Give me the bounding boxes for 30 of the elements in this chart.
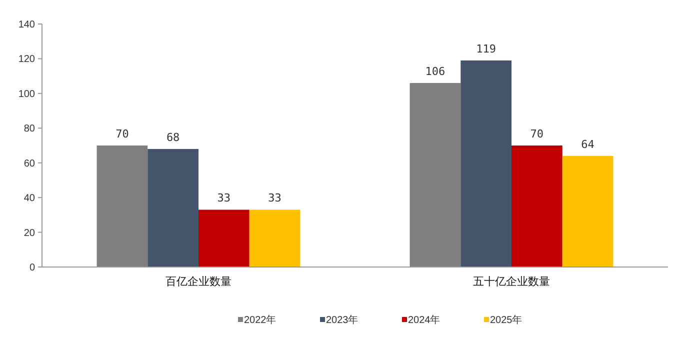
y-tick-label: 140 [18, 20, 36, 30]
bar [562, 156, 614, 267]
data-label: 68 [166, 130, 180, 144]
data-label: 70 [116, 128, 129, 140]
data-label: 70 [530, 128, 544, 140]
y-tick-label: 80 [24, 124, 36, 135]
x-tick-label: 百亿企业数量 [166, 275, 232, 288]
x-tick-label: 五十亿企业数量 [473, 275, 550, 288]
bar [198, 210, 250, 267]
data-label: 33 [268, 192, 282, 205]
legend-label: 2023年 [326, 314, 358, 326]
y-tick-label: 40 [24, 193, 36, 204]
bar [512, 146, 562, 267]
y-tick-label: 0 [29, 262, 36, 274]
data-label: 64 [581, 138, 595, 151]
y-tick-label: 20 [24, 228, 36, 239]
legend-label: 2025年 [490, 314, 522, 326]
bar [96, 146, 148, 267]
y-tick-label: 100 [18, 88, 36, 100]
data-label: 119 [476, 42, 496, 56]
data-label: 33 [217, 192, 231, 205]
bar [148, 148, 198, 267]
data-label: 106 [425, 65, 446, 78]
y-tick-label: 60 [24, 158, 36, 170]
y-tick-label: 120 [18, 54, 36, 66]
bar [410, 83, 461, 267]
bar [249, 210, 300, 267]
legend-label: 2024年 [408, 314, 440, 326]
legend-label: 2022年 [244, 314, 276, 326]
bar [460, 60, 512, 267]
